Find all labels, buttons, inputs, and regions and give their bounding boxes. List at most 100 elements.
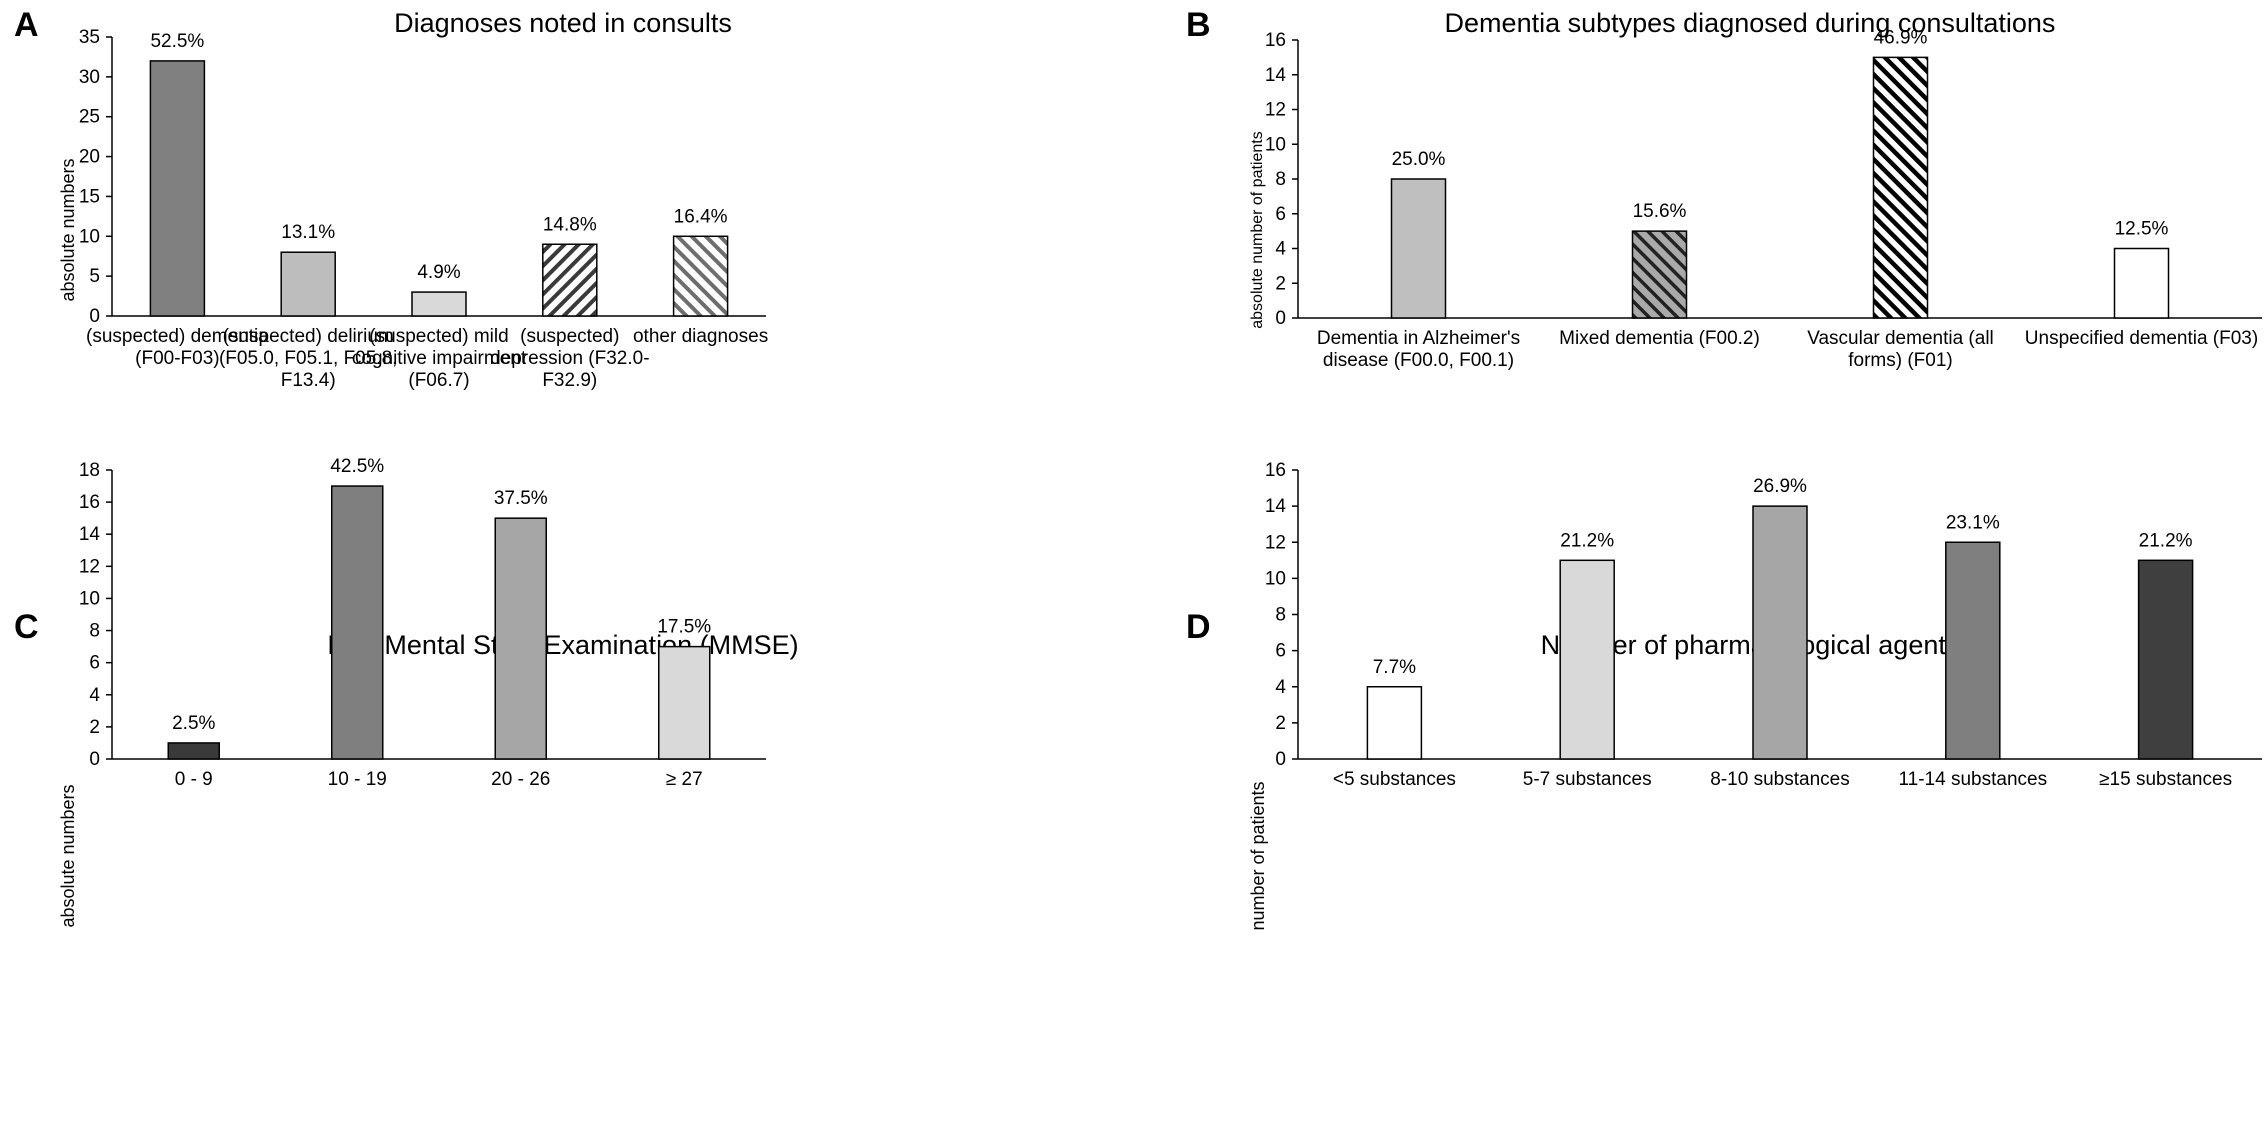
data-label: 46.9%: [1874, 27, 1928, 48]
data-label: 17.5%: [657, 617, 711, 638]
data-label: 16.4%: [674, 206, 728, 227]
x-tick-label: <5 substances: [1333, 769, 1456, 790]
y-tick-label: 2: [1275, 713, 1286, 734]
chart-title: Diagnoses noted in consults: [394, 8, 732, 38]
x-tick-label: Vascular dementia (all forms) (F01): [1807, 328, 1994, 371]
y-tick-label: 8: [89, 621, 100, 642]
y-tick-label: 15: [79, 186, 100, 207]
data-label: 21.2%: [2139, 530, 2193, 551]
chart-axes: 0 5 10 15 20 25 30 35 52.5% (suspected) dementia(…: [79, 27, 768, 391]
data-label: 21.2%: [1560, 530, 1614, 551]
y-tick-label: 4: [89, 685, 100, 706]
panel-letter-b: B: [1186, 6, 1211, 44]
panel-letter-a: A: [14, 6, 39, 44]
bar: [672, 235, 729, 317]
y-tick-label: 14: [1265, 65, 1287, 86]
bar: [280, 251, 336, 317]
bar: [1559, 559, 1615, 760]
panel-a: A Diagnoses noted in consults absolute n…: [14, 6, 768, 391]
y-axis-label: number of patients: [1248, 781, 1268, 930]
x-tick-label: ≥ 27: [666, 769, 703, 790]
y-tick-label: 16: [1265, 460, 1286, 481]
y-tick-label: 4: [1275, 239, 1286, 260]
y-tick-label: 25: [79, 107, 100, 128]
x-tick-label: (suspected) depression (F32.0-F32.9): [490, 326, 649, 391]
bar: [542, 243, 598, 317]
y-tick-label: 16: [1265, 30, 1286, 51]
y-axis-label: absolute number of patients: [1249, 131, 1266, 328]
y-tick-label: 10: [79, 588, 100, 609]
y-axis-label: absolute numbers: [58, 784, 78, 927]
bar: [331, 485, 384, 760]
bar: [494, 517, 547, 760]
x-tick-label: other diagnoses: [633, 326, 768, 347]
data-label: 42.5%: [330, 456, 384, 477]
data-label: 37.5%: [494, 488, 548, 509]
bar: [1390, 178, 1447, 319]
bar: [2113, 247, 2170, 319]
bar: [1872, 56, 1929, 319]
data-label: 13.1%: [281, 222, 335, 243]
y-tick-label: 8: [1275, 605, 1286, 626]
y-tick-label: 14: [79, 524, 101, 545]
y-tick-label: 0: [1275, 749, 1286, 770]
y-tick-label: 8: [1275, 169, 1286, 190]
x-tick-label: Unspecified dementia (F03): [2025, 328, 2258, 349]
x-tick-label: 20 - 26: [491, 769, 550, 790]
x-tick-label: 11-14 substances: [1899, 769, 2048, 790]
y-tick-label: 10: [79, 226, 100, 247]
x-tick-label: 10 - 19: [328, 769, 387, 790]
chart-axes: 0 2 4 6 8 10 12 14 16 25.0% Dementia in Alzheimer'…: [1265, 27, 2262, 371]
x-tick-label: (suspected) delirium (F05.0, F05.1, F05.8…: [219, 326, 397, 391]
data-label: 4.9%: [417, 262, 460, 283]
bar: [1631, 230, 1688, 319]
chart-axes: 0 2 4 6 8 10 12 14 16 7.7% <5 substances 21.2% 5-7 s…: [1265, 460, 2262, 790]
panel-c: C Mini Mental State Examination (MMSE) a…: [14, 456, 799, 927]
data-label: 7.7%: [1373, 657, 1416, 678]
x-tick-label: 0 - 9: [175, 769, 213, 790]
chart-title: Dementia subtypes diagnosed during consu…: [1445, 8, 2056, 38]
y-tick-label: 35: [79, 27, 100, 48]
data-label: 26.9%: [1753, 476, 1807, 497]
bar: [2137, 559, 2194, 760]
x-tick-label: ≥15 substances: [2099, 769, 2232, 790]
y-tick-label: 6: [89, 653, 100, 674]
panel-letter-c: C: [14, 608, 39, 646]
bar: [411, 291, 467, 317]
x-tick-label: Dementia in Alzheimer's disease (F00.0, F…: [1317, 328, 1520, 371]
data-label: 52.5%: [150, 31, 204, 52]
x-tick-label: Mixed dementia (F00.2): [1559, 328, 1760, 349]
y-tick-label: 10: [1265, 568, 1286, 589]
y-tick-label: 16: [79, 492, 100, 513]
y-tick-label: 12: [79, 556, 100, 577]
data-label: 12.5%: [2115, 219, 2169, 240]
bar: [167, 742, 220, 760]
panel-letter-d: D: [1186, 608, 1211, 646]
bar: [149, 60, 206, 317]
panel-d: D Number of pharmacological agents numbe…: [1186, 460, 2262, 931]
chart-axes: 0 2 4 6 8 10 12 14 16 18 2.5% 0 - 9 42.5% 10 - 19 37.5…: [79, 456, 766, 790]
panel-b: B Dementia subtypes diagnosed during con…: [1186, 6, 2262, 371]
y-tick-label: 20: [79, 147, 100, 168]
y-tick-label: 0: [89, 749, 100, 770]
y-tick-label: 0: [89, 306, 100, 327]
data-label: 2.5%: [172, 713, 215, 734]
data-label: 15.6%: [1633, 201, 1687, 222]
x-tick-label: 8-10 substances: [1710, 769, 1849, 790]
chart-title: Mini Mental State Examination (MMSE): [327, 630, 798, 660]
y-tick-label: 0: [1275, 308, 1286, 329]
y-tick-label: 12: [1265, 532, 1286, 553]
x-tick-label: (suspected) mild cognitive impairment (F06…: [352, 326, 527, 391]
y-tick-label: 5: [89, 266, 100, 287]
y-tick-label: 6: [1275, 204, 1286, 225]
y-tick-label: 30: [79, 67, 100, 88]
y-tick-label: 2: [89, 717, 100, 738]
data-label: 14.8%: [543, 214, 597, 235]
y-tick-label: 6: [1275, 641, 1286, 662]
bar: [1945, 541, 2001, 760]
y-tick-label: 18: [79, 460, 100, 481]
bar: [658, 645, 711, 760]
y-axis-label: absolute numbers: [58, 158, 78, 301]
x-tick-label: 5-7 substances: [1523, 769, 1652, 790]
